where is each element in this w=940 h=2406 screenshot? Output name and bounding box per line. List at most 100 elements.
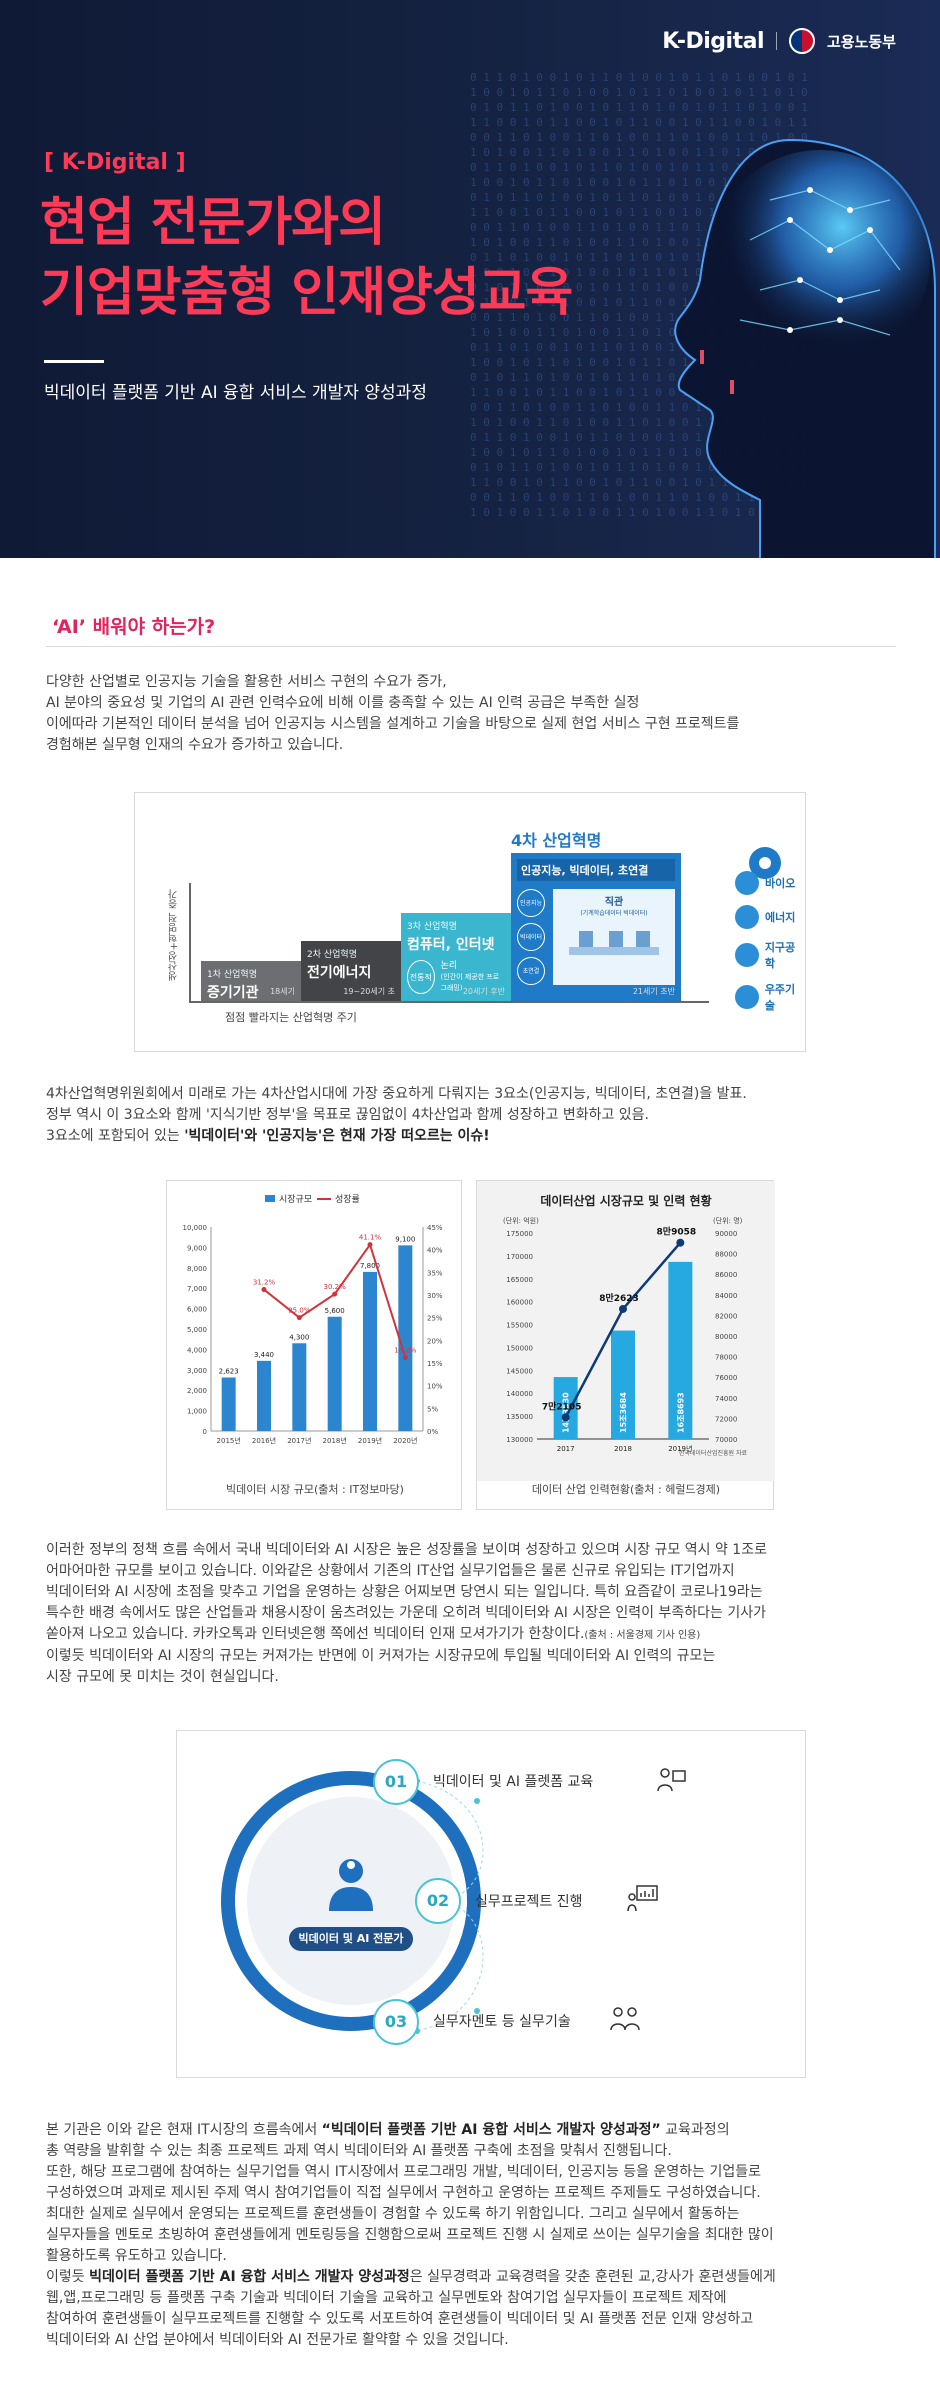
- y-tick-label: 8,000: [187, 1265, 207, 1273]
- p4-line: 최대한 실제로 실무에서 운영되는 프로젝트를 훈련생들이 경험할 수 있도록 …: [46, 2206, 740, 2222]
- p3-line: 시장 규모에 못 미치는 것이 현실입니다.: [46, 1669, 279, 1685]
- chart1-caption: 빅데이터 시장 규모(출처 : IT정보마당): [226, 1483, 404, 1496]
- stage-3-name: 컴퓨터, 인터넷: [407, 937, 495, 953]
- paragraph-2: 4차산업혁명위원회에서 미래로 가는 4차산업시대에 가장 중요하게 다뤄지는 …: [46, 1084, 906, 1147]
- y2-tick-label: 86000: [715, 1271, 737, 1279]
- y2-tick-label: 10%: [427, 1383, 443, 1391]
- growth-label: 25.0%: [288, 1307, 311, 1315]
- workforce-label: 7만2105: [542, 1400, 582, 1412]
- x-tick-label: 2018: [614, 1445, 632, 1453]
- growth-label: 41.1%: [359, 1234, 382, 1242]
- y-tick-label: 4,000: [187, 1346, 207, 1354]
- bar: [553, 1377, 578, 1439]
- tech-energy: 에너지: [735, 905, 805, 929]
- p4-course-name: “빅데이터 플랫폼 기반 AI 융합 서비스 개발자 양성과정”: [321, 2122, 661, 2138]
- section-divider: [46, 646, 896, 647]
- workforce-label: 8만9058: [657, 1226, 697, 1238]
- y-tick-label: 6,000: [187, 1306, 207, 1314]
- y-tick-label: 175000: [506, 1230, 533, 1238]
- x-tick-label: 2019년: [668, 1444, 692, 1453]
- bar-label: 3,440: [254, 1351, 274, 1359]
- step-2-label: 실무프로젝트 진행: [475, 1894, 583, 1910]
- p2-highlight: '빅데이터'와 '인공지능'은 현재 가장 떠오르는 이슈!: [184, 1128, 490, 1144]
- y2-tick-label: 88000: [715, 1251, 737, 1259]
- stage-3-logic-note: (인간이 제공한 프로그래밍): [440, 972, 500, 992]
- p4-line: 구성하였으며 과제로 제시된 주제 역시 참여기업들이 직접 실무에서 구현하고…: [46, 2185, 761, 2201]
- step-1-number: 01: [373, 1759, 419, 1805]
- p4-line: 참여하여 훈련생들이 실무프로젝트를 진행할 수 있도록 서포트하여 훈련생들이…: [46, 2311, 754, 2327]
- growth-label: 30.2%: [324, 1283, 347, 1291]
- stage-4-name: 인공지능, 빅데이터, 초연결: [517, 859, 675, 881]
- p3-line: 이렇듯 빅데이터와 AI 시장의 규모는 커져가는 반면에 이 커져가는 시장규…: [46, 1648, 716, 1664]
- bar-label: 16조8693: [676, 1392, 685, 1433]
- y2-tick-label: 80000: [715, 1333, 737, 1341]
- p2-line: 4차산업혁명위원회에서 미래로 가는 4차산업시대에 가장 중요하게 다뤄지는 …: [46, 1086, 747, 1102]
- y-tick-label: 2,000: [187, 1387, 207, 1395]
- chart-title: 데이터산업 시장규모 및 인력 현황: [540, 1193, 711, 1208]
- x-tick-label: 2017년: [287, 1436, 311, 1445]
- paragraph-4: 본 기관은 이와 같은 현재 IT시장의 흐름속에서 “빅데이터 플랫폼 기반 …: [46, 2120, 906, 2351]
- expert-person-icon: [329, 1859, 373, 1911]
- y-tick-label: 140000: [506, 1390, 533, 1398]
- hero-title: 현업 전문가와의 기업맞춤형 인재양성교육: [40, 188, 573, 328]
- stage-1: 1차 산업혁명 증기기관 18세기: [201, 961, 301, 1001]
- workforce-point: [676, 1238, 685, 1247]
- p2-line: 정부 역시 이 3요소와 함께 '지식기반 정부'을 목표로 끊임없이 4차산업…: [46, 1107, 650, 1123]
- x-tick-label: 2015년: [217, 1436, 241, 1445]
- p4-line: 이렇듯: [46, 2269, 90, 2285]
- diagram-y-axis: [189, 883, 191, 1003]
- p3-line: 어마어마한 규모를 보이고 있습니다. 이와같은 상황에서 기존의 IT산업 실…: [46, 1563, 735, 1579]
- stage-3-logic: 논리: [440, 960, 458, 971]
- growth-point: [296, 1315, 302, 1321]
- y-tick-label: 9,000: [187, 1244, 207, 1252]
- x-tick-label: 2017: [557, 1445, 575, 1453]
- p4-line: 빅데이터와 AI 산업 분야에서 빅데이터와 AI 전문가로 활약할 수 있을 …: [46, 2332, 509, 2348]
- mentoring-icon: [610, 2007, 640, 2031]
- stage-4-intuition: 직관: [604, 897, 624, 908]
- p4-line: 본 기관은 이와 같은 현재 IT시장의 흐름속에서: [46, 2122, 322, 2138]
- stage-4-intuition-note: (기계학습데이터 빅데이터): [580, 910, 648, 917]
- growth-point: [261, 1287, 267, 1293]
- p4-line: 웹,앱,프로그래밍 등 플랫폼 구축 기술과 빅데이터 기술을 교육하고 실무멘…: [46, 2290, 727, 2306]
- y2-tick-label: 15%: [427, 1360, 443, 1368]
- section-title: ‘AI’ 배워야 하는가?: [52, 616, 216, 638]
- stage-1-tag: 1차 산업혁명: [207, 970, 257, 980]
- p4-line: 총 역량을 발휘할 수 있는 최종 프로젝트 과제 역시 빅데이터와 AI 플랫…: [46, 2143, 672, 2159]
- y-tick-label: 10,000: [183, 1224, 208, 1232]
- bar: [363, 1271, 377, 1431]
- hero-banner: 0 1 1 0 1 0 0 1 0 1 1 0 1 0 0 1 0 1 1 0 …: [0, 0, 940, 558]
- training-process-diagram: 빅데이터 및 AI 전문가 01 빅데이터 및 AI 플렛폼 교육 02 실무프…: [176, 1730, 806, 2078]
- p4-course-name-2: 빅데이터 플랫폼 기반 AI 융합 서비스 개발자 양성과정: [89, 2269, 410, 2285]
- robot-factory-icon: [569, 931, 659, 955]
- tech-geo: 지구공학: [735, 939, 805, 971]
- hero-tag: [ K-Digital ]: [44, 150, 186, 175]
- stage-4-tag: 4차 산업혁명: [511, 831, 602, 850]
- y-tick-label: 160000: [506, 1299, 533, 1307]
- hero-subtitle: 빅데이터 플랫폼 기반 AI 융합 서비스 개발자 양성과정: [44, 383, 427, 403]
- diagram-y-label: 생산성+혁명적 증가: [169, 889, 180, 981]
- government-emblem-icon: [788, 28, 815, 54]
- y2-tick-label: 35%: [427, 1269, 443, 1277]
- stage-1-era: 18세기: [270, 987, 295, 996]
- hyperconnect-badge: 초연결: [517, 957, 545, 985]
- stage-4-era: 21세기 초반: [632, 987, 675, 996]
- intro-line: AI 분야의 중요성 및 기업의 AI 관련 인력수요에 비해 이를 충족할 수…: [46, 695, 640, 711]
- intro-line: 경험해본 실무형 인재의 수요가 증가하고 있습니다.: [46, 737, 344, 753]
- tech-label: 우주기술: [764, 983, 796, 1012]
- legend-label: 성장률: [335, 1194, 360, 1205]
- center-label: 빅데이터 및 AI 전문가: [289, 1927, 413, 1951]
- bar-label: 5,600: [325, 1307, 345, 1315]
- step-3-number: 03: [373, 1999, 419, 2045]
- stage-3-tag: 3차 산업혁명: [407, 922, 457, 932]
- x-tick-label: 2018년: [323, 1436, 347, 1445]
- growth-label: 16.2%: [394, 1347, 417, 1355]
- bar: [398, 1245, 413, 1431]
- y2-tick-label: 72000: [715, 1415, 737, 1423]
- future-tech-list: 바이오 에너지 지구공학 우주기술: [735, 871, 805, 1023]
- stage-4: 4차 산업혁명 인공지능, 빅데이터, 초연결 인공지능 빅데이터 초연결 직관…: [511, 831, 681, 1001]
- bar-label: 2,623: [219, 1367, 239, 1375]
- y-tick-label: 165000: [506, 1276, 533, 1284]
- y-tick-label: 3,000: [187, 1367, 207, 1375]
- market-size-chart: 시장규모 성장률 0 1,000 2,000 3,000 4,000 5,000 6,000 7,…: [183, 1194, 443, 1445]
- bar: [221, 1377, 236, 1431]
